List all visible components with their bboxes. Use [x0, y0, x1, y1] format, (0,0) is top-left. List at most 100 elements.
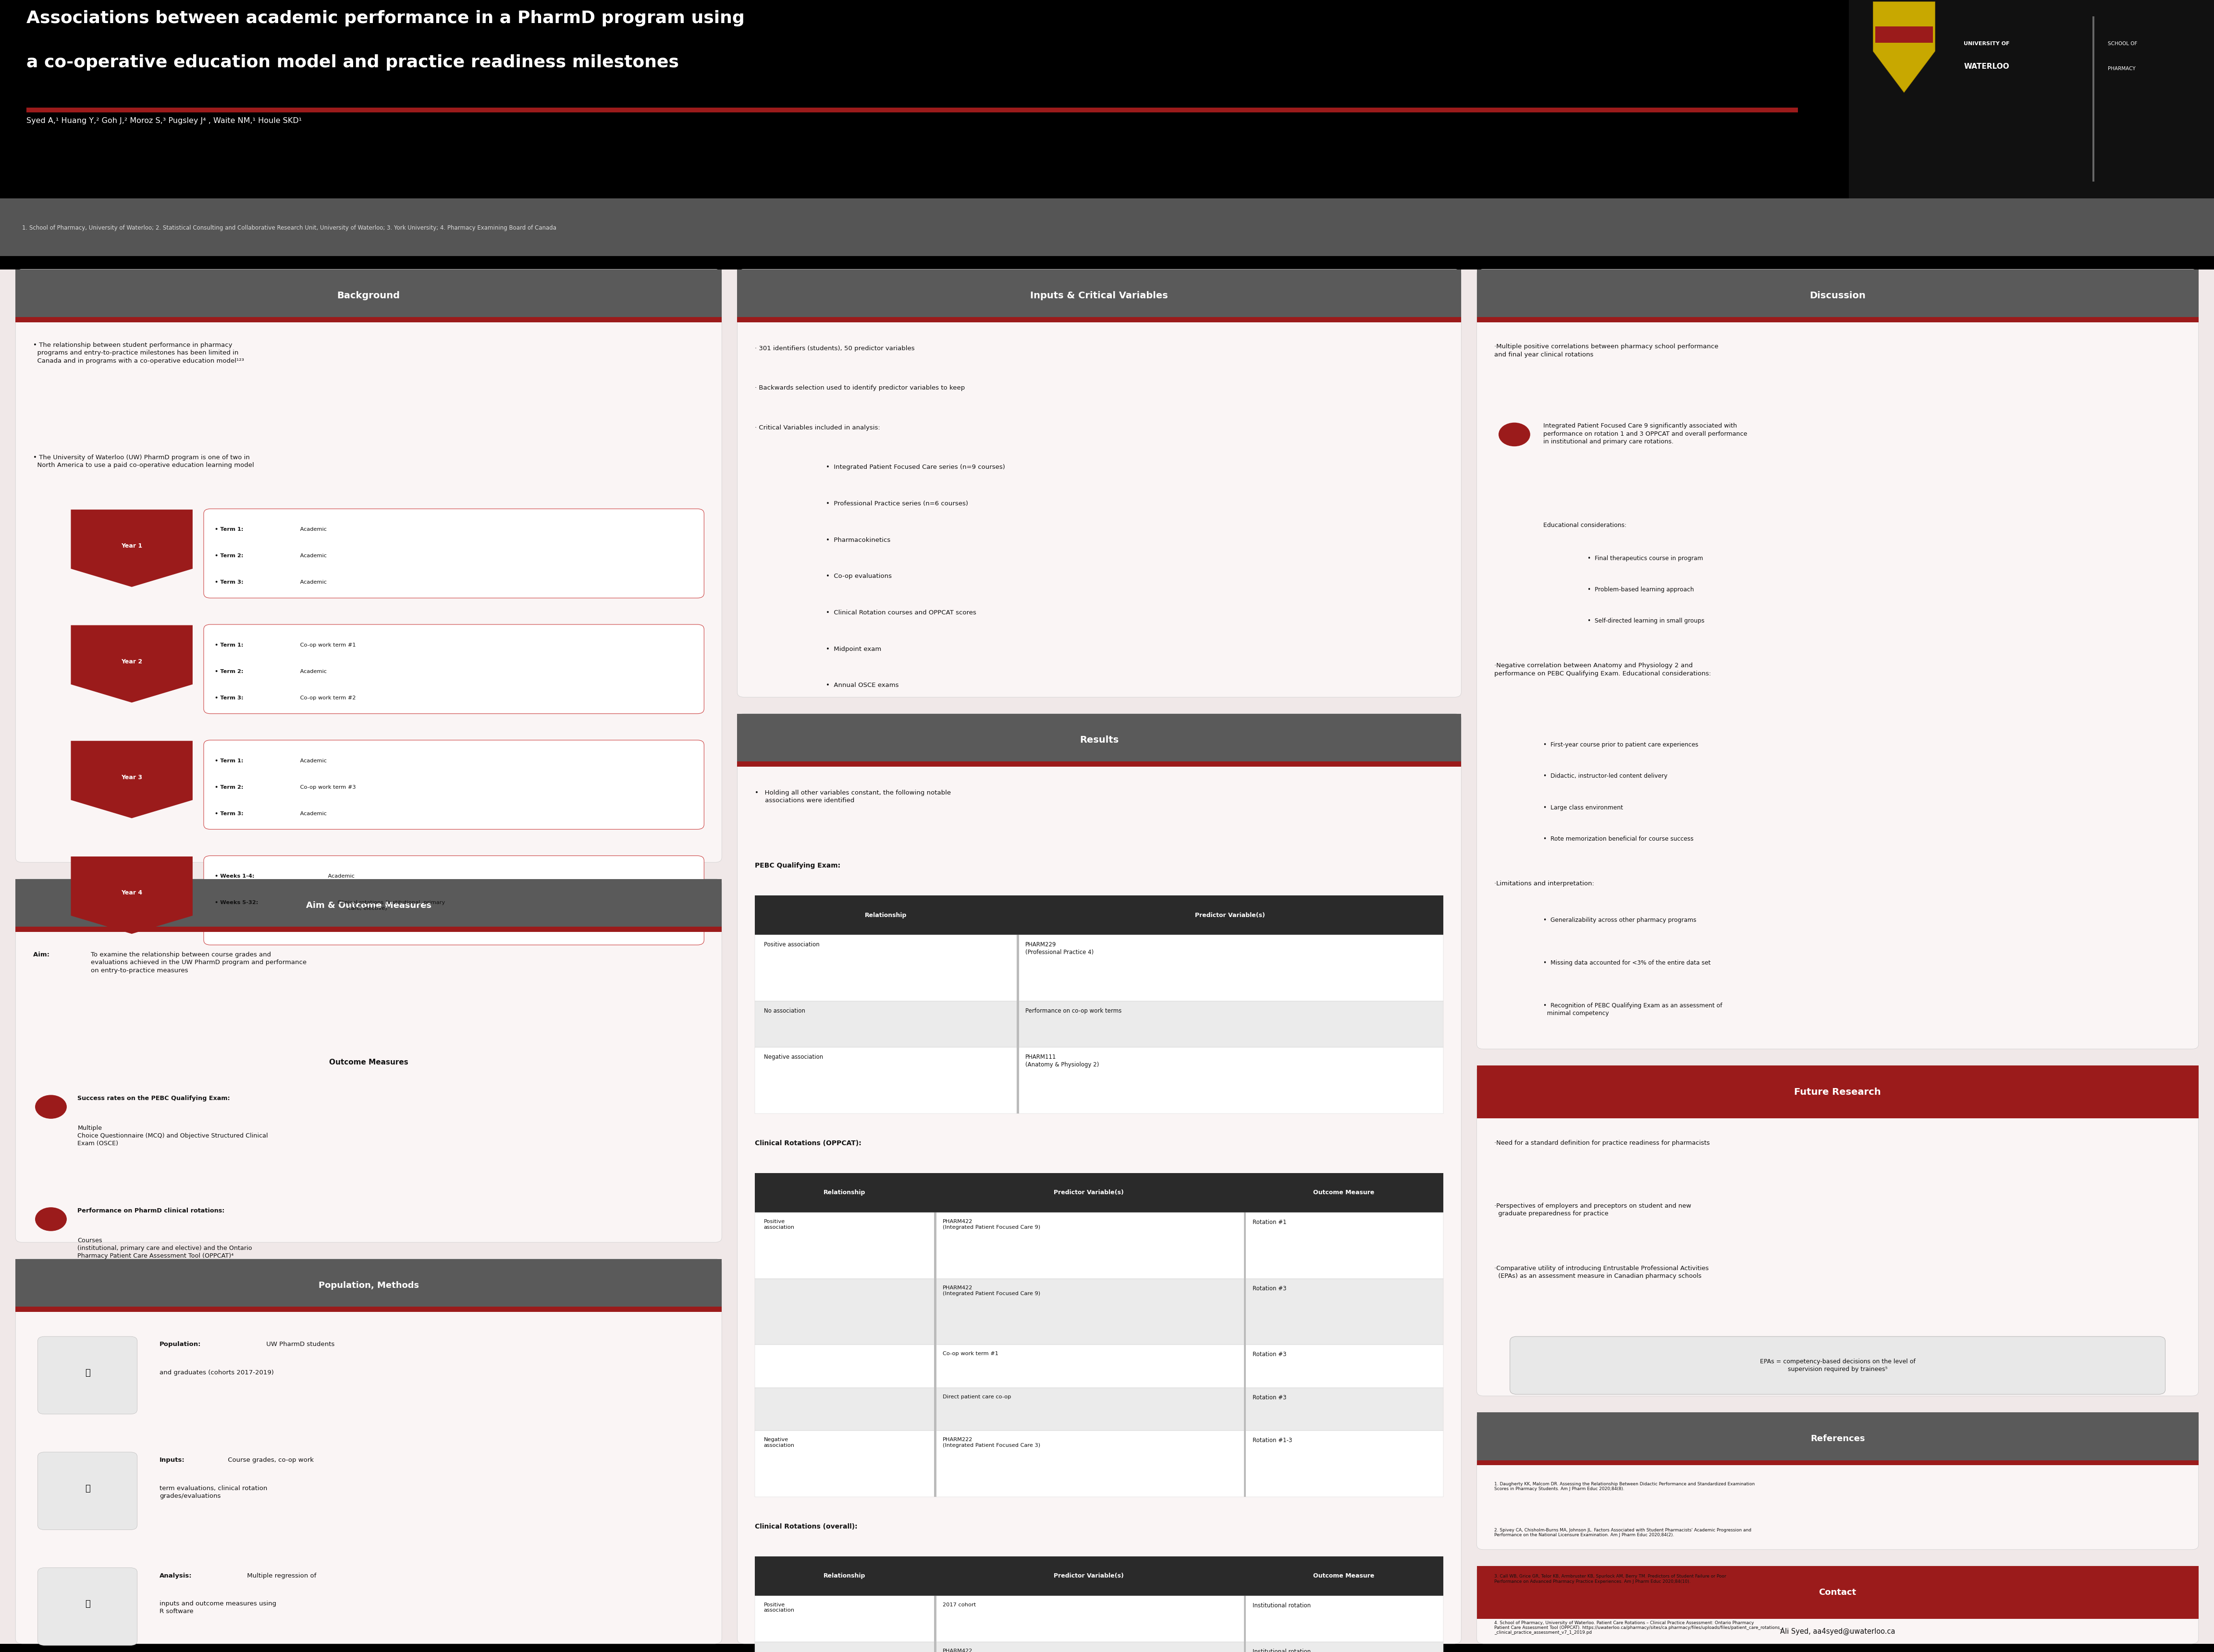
Text: •  Rote memorization beneficial for course success: • Rote memorization beneficial for cours…: [1543, 836, 1694, 843]
Text: PHARMACY: PHARMACY: [2108, 66, 2137, 71]
Text: Year 4: Year 4: [122, 890, 142, 895]
Polygon shape: [71, 624, 193, 702]
Text: Aim:: Aim:: [33, 952, 51, 958]
Text: Co-op work term #1: Co-op work term #1: [943, 1351, 999, 1356]
FancyBboxPatch shape: [1477, 1566, 2199, 1619]
Text: UW PharmD students: UW PharmD students: [263, 1341, 334, 1348]
Text: EPAs = competency-based decisions on the level of
supervision required by traine: EPAs = competency-based decisions on the…: [1760, 1358, 1915, 1373]
FancyBboxPatch shape: [755, 1596, 1444, 1642]
Text: 2. Spivey CA, Chisholm-Burns MA, Johnson JL. Factors Associated with Student Pha: 2. Spivey CA, Chisholm-Burns MA, Johnson…: [1494, 1528, 1751, 1538]
Polygon shape: [1873, 2, 1935, 93]
FancyBboxPatch shape: [1477, 1412, 2199, 1550]
Text: • Term 2:: • Term 2:: [215, 785, 244, 790]
Text: •   Holding all other variables constant, the following notable
     association: • Holding all other variables constant, …: [755, 790, 952, 805]
FancyBboxPatch shape: [1477, 269, 2199, 322]
Text: Year 2: Year 2: [122, 659, 142, 664]
Text: Academic: Academic: [299, 758, 328, 763]
Text: term evaluations, clinical rotation
grades/evaluations: term evaluations, clinical rotation grad…: [159, 1485, 268, 1498]
Text: Negative
association: Negative association: [764, 1437, 795, 1447]
Text: Multiple
Choice Questionnaire (MCQ) and Objective Structured Clinical
Exam (OSCE: Multiple Choice Questionnaire (MCQ) and …: [77, 1125, 268, 1146]
Text: Institutional rotation: Institutional rotation: [1253, 1602, 1311, 1609]
FancyBboxPatch shape: [934, 1279, 937, 1345]
Text: Predictor Variable(s): Predictor Variable(s): [1196, 912, 1264, 919]
Text: Co-op work term #2: Co-op work term #2: [299, 695, 356, 700]
Text: •  Annual OSCE exams: • Annual OSCE exams: [826, 682, 899, 689]
FancyBboxPatch shape: [934, 1345, 937, 1388]
Text: Year 1: Year 1: [122, 544, 142, 548]
Text: •  Midpoint exam: • Midpoint exam: [826, 646, 881, 653]
FancyBboxPatch shape: [934, 1596, 937, 1642]
Text: Rotation #3: Rotation #3: [1253, 1394, 1286, 1401]
FancyBboxPatch shape: [204, 740, 704, 829]
Polygon shape: [71, 856, 193, 933]
Text: Success rates on the PEBC Qualifying Exam:: Success rates on the PEBC Qualifying Exa…: [77, 1095, 230, 1102]
Text: Predictor Variable(s): Predictor Variable(s): [1054, 1189, 1125, 1196]
Text: Multiple regression of: Multiple regression of: [246, 1573, 317, 1579]
Text: Positive
association: Positive association: [764, 1602, 795, 1612]
FancyBboxPatch shape: [15, 879, 722, 932]
FancyBboxPatch shape: [15, 317, 722, 322]
FancyBboxPatch shape: [1510, 1336, 2165, 1394]
FancyBboxPatch shape: [38, 1336, 137, 1414]
Text: 1. Daugherty KK, Malcom DR. Assessing the Relationship Between Didactic Performa: 1. Daugherty KK, Malcom DR. Assessing th…: [1494, 1482, 1756, 1492]
FancyBboxPatch shape: [755, 935, 1444, 1001]
Text: Clinical Rotations (OPPCAT):: Clinical Rotations (OPPCAT):: [755, 1140, 861, 1146]
FancyBboxPatch shape: [934, 1213, 937, 1279]
Text: ·Comparative utility of introducing Entrustable Professional Activities
  (EPAs): ·Comparative utility of introducing Entr…: [1494, 1265, 1709, 1279]
Text: Institutional rotation: Institutional rotation: [1253, 1649, 1311, 1652]
Text: Discussion: Discussion: [1809, 291, 1866, 301]
Text: Positive
association: Positive association: [764, 1219, 795, 1229]
Text: Predictor Variable(s): Predictor Variable(s): [1054, 1573, 1125, 1579]
Text: PHARM422
(Integrated Patient Focused Care 9): PHARM422 (Integrated Patient Focused Car…: [943, 1285, 1041, 1297]
FancyBboxPatch shape: [934, 1388, 937, 1431]
FancyBboxPatch shape: [755, 1642, 1444, 1652]
Text: Rotation #1: Rotation #1: [1253, 1219, 1286, 1226]
Text: • Term 3:: • Term 3:: [215, 695, 244, 700]
Text: To examine the relationship between course grades and
evaluations achieved in th: To examine the relationship between cour…: [91, 952, 306, 973]
Text: 2017 cohort: 2017 cohort: [943, 1602, 976, 1607]
Text: Aim & Outcome Measures: Aim & Outcome Measures: [306, 900, 432, 910]
Text: 📉: 📉: [84, 1599, 91, 1609]
Text: Direct patient care co-op: Direct patient care co-op: [943, 1394, 1012, 1399]
FancyBboxPatch shape: [15, 927, 722, 932]
FancyBboxPatch shape: [15, 269, 722, 322]
Text: Performance on PharmD clinical rotations:: Performance on PharmD clinical rotations…: [77, 1208, 224, 1214]
FancyBboxPatch shape: [755, 1388, 1444, 1431]
Text: PHARM422
(Integrated Patient Focused Care 9): PHARM422 (Integrated Patient Focused Car…: [943, 1219, 1041, 1231]
Text: •  Clinical Rotation courses and OPPCAT scores: • Clinical Rotation courses and OPPCAT s…: [826, 610, 976, 616]
FancyBboxPatch shape: [15, 1259, 722, 1644]
Text: •  Self-directed learning in small groups: • Self-directed learning in small groups: [1587, 618, 1705, 624]
Text: •  Recognition of PEBC Qualifying Exam as an assessment of
  minimal competency: • Recognition of PEBC Qualifying Exam as…: [1543, 1003, 1722, 1016]
Text: • The relationship between student performance in pharmacy
  programs and entry-: • The relationship between student perfo…: [33, 342, 244, 363]
Text: Educational considerations:: Educational considerations:: [1543, 522, 1627, 529]
Text: and graduates (cohorts 2017-2019): and graduates (cohorts 2017-2019): [159, 1370, 275, 1376]
Text: Clinical Rotations (overall):: Clinical Rotations (overall):: [755, 1523, 857, 1530]
FancyBboxPatch shape: [1477, 269, 2199, 1049]
FancyBboxPatch shape: [204, 509, 704, 598]
FancyBboxPatch shape: [737, 714, 1461, 767]
FancyBboxPatch shape: [1477, 1614, 2199, 1619]
FancyBboxPatch shape: [755, 1345, 1444, 1388]
Text: • Term 2:: • Term 2:: [215, 669, 244, 674]
Text: Co-op work term #1: Co-op work term #1: [299, 643, 356, 648]
Text: •  Professional Practice series (n=6 courses): • Professional Practice series (n=6 cour…: [826, 501, 968, 507]
Text: Performance on co-op work terms: Performance on co-op work terms: [1025, 1008, 1122, 1014]
Text: •  Didactic, instructor-led content delivery: • Didactic, instructor-led content deliv…: [1543, 773, 1667, 780]
FancyBboxPatch shape: [737, 269, 1461, 697]
FancyBboxPatch shape: [2092, 17, 2094, 182]
FancyBboxPatch shape: [15, 879, 722, 1242]
FancyBboxPatch shape: [1477, 1460, 2199, 1465]
Text: Rotation #3: Rotation #3: [1253, 1285, 1286, 1292]
Text: Relationship: Relationship: [824, 1189, 866, 1196]
Text: • Term 2:: • Term 2:: [215, 553, 244, 558]
FancyBboxPatch shape: [1477, 1566, 2199, 1644]
FancyBboxPatch shape: [204, 624, 704, 714]
FancyBboxPatch shape: [755, 1001, 1444, 1047]
FancyBboxPatch shape: [934, 1431, 937, 1497]
Text: • The University of Waterloo (UW) PharmD program is one of two in
  North Americ: • The University of Waterloo (UW) PharmD…: [33, 454, 255, 469]
Text: 📋: 📋: [84, 1483, 91, 1493]
FancyBboxPatch shape: [755, 1213, 1444, 1279]
FancyBboxPatch shape: [1477, 1113, 2199, 1118]
FancyBboxPatch shape: [755, 1431, 1444, 1497]
FancyBboxPatch shape: [27, 107, 1798, 112]
